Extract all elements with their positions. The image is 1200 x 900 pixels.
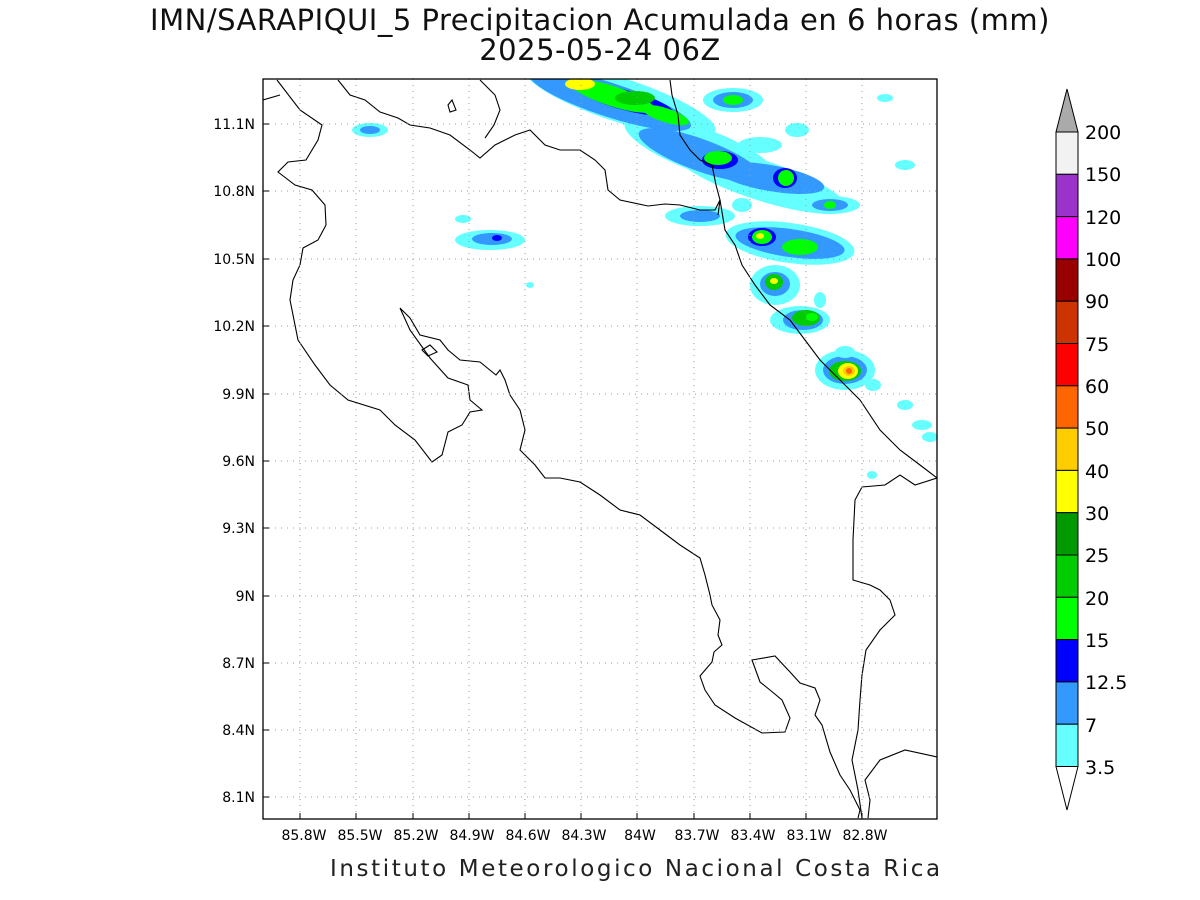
lat-label: 9.9N [222, 387, 255, 403]
lat-label: 9.3N [222, 521, 255, 537]
lon-labels: 85.8W 85.5W 85.2W 84.9W 84.6W 84.3W 84W … [281, 828, 887, 844]
lon-label: 84W [624, 828, 656, 844]
gridlines [263, 79, 937, 819]
colorbar-swatch [1055, 427, 1079, 471]
colorbar-label: 200 [1085, 122, 1121, 144]
lat-label: 9N [236, 589, 255, 605]
lon-label: 83.1W [786, 828, 831, 844]
precip-cells [352, 79, 937, 479]
lat-label: 9.6N [222, 454, 255, 470]
colorbar-label: 40 [1085, 461, 1109, 483]
colorbar-swatch [1055, 385, 1079, 429]
colorbar-swatch [1055, 300, 1079, 345]
lon-label: 85.5W [337, 828, 382, 844]
map-title: IMN/SARAPIQUI_5 Precipitacion Acumulada … [150, 3, 1050, 37]
lat-label: 10.2N [213, 319, 255, 335]
colorbar-label: 7 [1085, 715, 1097, 737]
colorbar-swatch [1055, 554, 1079, 598]
colorbar-swatch [1055, 639, 1079, 683]
colorbar-swatch [1055, 216, 1079, 260]
lat-label: 8.4N [222, 723, 255, 739]
lon-label: 83.7W [674, 828, 719, 844]
colorbar-label: 15 [1085, 630, 1109, 652]
colorbar-label: 150 [1085, 164, 1121, 186]
colorbar-labels: 200 150 120 100 90 75 60 50 40 30 25 20 … [1085, 122, 1127, 779]
border [669, 79, 721, 216]
colorbar-label: 90 [1085, 291, 1109, 313]
footer-credit: Instituto Meteorologico Nacional Costa R… [330, 856, 943, 882]
lat-labels: 11.1N 10.8N 10.5N 10.2N 9.9N 9.6N 9.3N 9… [213, 117, 255, 806]
axis-ticks [263, 123, 863, 819]
colorbar-label: 120 [1085, 207, 1121, 229]
colorbar-swatch [1055, 469, 1079, 514]
colorbar-label: 20 [1085, 588, 1109, 610]
lon-label: 83.4W [730, 828, 775, 844]
colorbar-label: 60 [1085, 376, 1109, 398]
colorbar-swatch [1055, 173, 1079, 218]
lat-label: 11.1N [213, 117, 255, 133]
colorbar-label: 75 [1085, 334, 1109, 356]
map-area [263, 79, 937, 819]
lat-label: 10.5N [213, 252, 255, 268]
colorbar-swatch [1055, 343, 1079, 387]
colorbar-swatch [1055, 512, 1079, 556]
colorbar-swatch [1055, 131, 1079, 175]
colorbar-label: 12.5 [1085, 672, 1127, 694]
map-date: 2025-05-24 06Z [479, 33, 721, 67]
lon-label: 85.2W [393, 828, 438, 844]
colorbar-label: 3.5 [1085, 757, 1115, 779]
colorbar-swatch [1055, 723, 1079, 768]
colorbar-top-arrow [1055, 88, 1079, 133]
colorbar-label: 50 [1085, 418, 1109, 440]
map-frame [262, 78, 938, 820]
colorbar-swatch [1055, 596, 1079, 641]
lon-label: 84.9W [449, 828, 494, 844]
lon-label: 84.3W [561, 828, 606, 844]
lon-label: 84.6W [505, 828, 550, 844]
colorbar-label: 100 [1085, 249, 1121, 271]
lon-label: 85.8W [281, 828, 326, 844]
colorbar-bottom-arrow [1055, 766, 1079, 811]
colorbar-swatch [1055, 258, 1079, 302]
coastline [263, 79, 937, 819]
colorbar-swatch [1055, 681, 1079, 725]
lat-label: 8.1N [222, 790, 255, 806]
lat-label: 8.7N [222, 656, 255, 672]
colorbar-label: 30 [1085, 503, 1109, 525]
colorbar-label: 25 [1085, 545, 1109, 567]
lat-label: 10.8N [213, 184, 255, 200]
lon-label: 82.8W [842, 828, 887, 844]
colorbar [1055, 88, 1079, 811]
